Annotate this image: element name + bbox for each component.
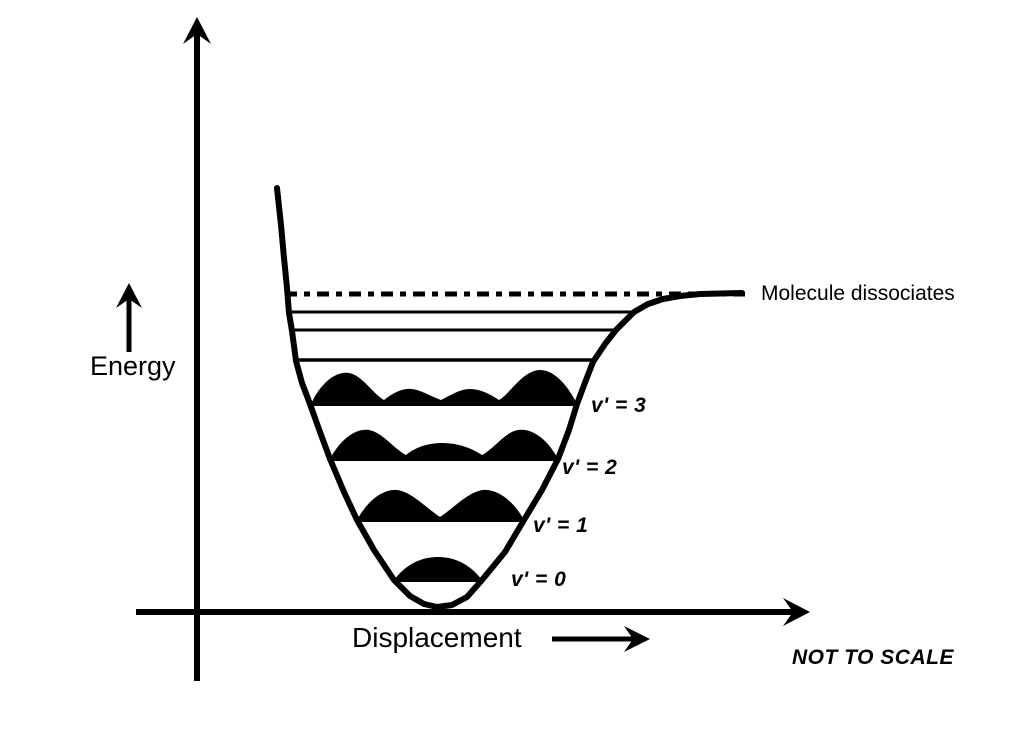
wavefunction-v1 [357, 489, 524, 520]
level-label-v3: v' = 3 [591, 394, 647, 417]
wavefunction-v0 [394, 557, 482, 580]
x-axis-arrowhead-icon [783, 598, 810, 626]
displacement-arrow-icon [624, 626, 650, 652]
potential-curve [274, 185, 745, 610]
y-axis-arrowhead-icon [183, 17, 211, 44]
level-label-v1: v' = 1 [533, 514, 589, 537]
level-label-v0: v' = 0 [511, 568, 567, 591]
dissociation-label: Molecule dissociates [761, 282, 955, 305]
wavefunction-v3 [311, 369, 577, 404]
x-axis-label: Displacement [352, 622, 522, 653]
not-to-scale-note: NOT TO SCALE [792, 646, 954, 669]
y-axis-label: Energy [90, 351, 176, 381]
energy-arrow-icon [116, 283, 142, 308]
level-label-v2: v' = 2 [562, 456, 618, 479]
wavefunction-v2 [330, 429, 558, 459]
